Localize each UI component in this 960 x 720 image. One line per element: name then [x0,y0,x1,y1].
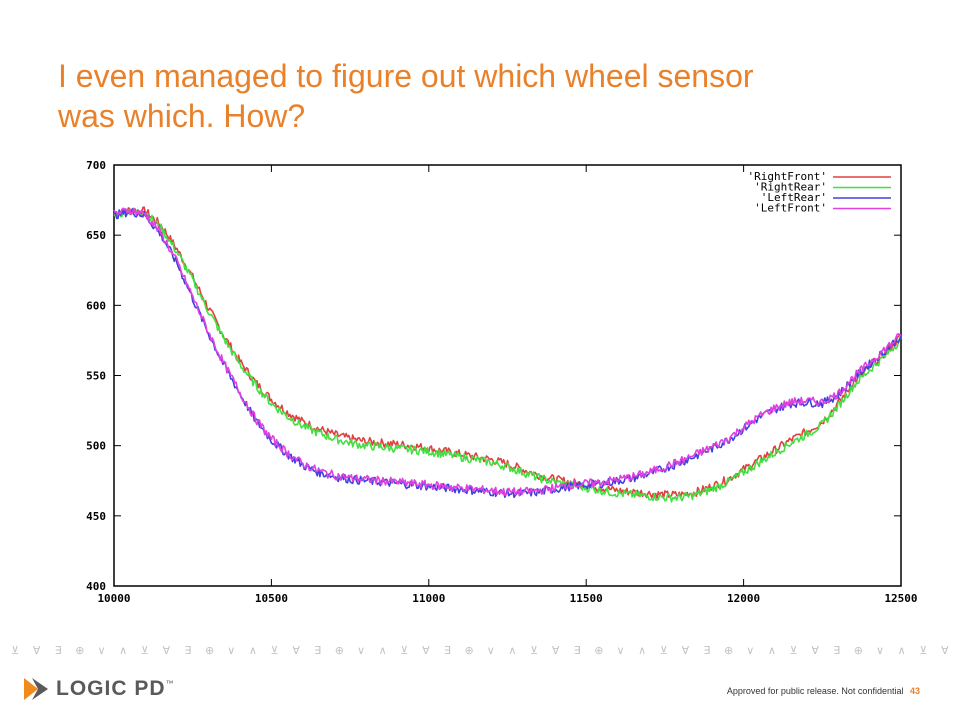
decorative-symbol: ∧ [119,643,128,657]
decorative-symbol: ∧ [508,643,517,657]
decorative-symbol: ∨ [97,643,106,657]
decorative-symbol-row: ⊻ ∀ ∃ ⊕ ∨ ∧ ⊻ ∀ ∃ ⊕ ∨ ∧ ⊻ ∀ ∃ ⊕ ∨ ∧ ⊻ ∀ ∃ ⊕ ∨ ∧ ⊻ ∀ ∃ ⊕ ∨ ∧ ⊻ ∀ ∃ ⊕ ∨ ∧ ⊻ ∀ ∃ ⊕… [8,641,952,659]
decorative-symbol: ⊻ [10,643,20,657]
decorative-symbol: ⊕ [75,643,85,657]
decorative-symbol: ∧ [767,643,776,657]
wheel-sensor-chart: 400 450 500 550 600 650 700 10000 10500 11000 1150… [60,155,940,610]
decorative-symbol: ∀ [941,643,949,657]
decorative-symbol: ∀ [551,643,560,657]
footer-text: Approved for public release. Not confide… [726,686,904,696]
y-tick-label: 450 [86,510,106,523]
decorative-symbol: ⊻ [789,643,798,657]
decorative-symbol: ∧ [897,643,906,657]
decorative-symbol: ∨ [616,643,625,657]
series-line-3 [113,207,902,497]
decorative-symbol: ∃ [314,643,322,657]
decorative-symbol: ∨ [486,643,495,657]
y-tick-label: 600 [86,299,106,312]
decorative-symbol: ∃ [573,643,581,657]
logo-trademark: ™ [165,679,174,688]
y-tick-label: 650 [86,229,106,242]
legend-label: 'LeftRear' [761,191,827,204]
decorative-symbol: ∨ [356,643,366,657]
decorative-symbol: ∧ [248,643,257,657]
x-tick-label: 10500 [255,592,288,605]
decorative-symbol: ∀ [681,643,690,657]
y-tick-label: 400 [86,580,106,593]
legend-label: 'RightFront' [748,170,827,183]
decorative-symbol: ∀ [811,643,819,657]
decorative-symbol: ∃ [703,643,711,657]
decorative-symbol: ⊕ [724,643,734,657]
y-tick-label: 550 [86,370,106,383]
series-line-1 [113,207,902,503]
decorative-symbol: ⊕ [334,643,344,657]
decorative-symbol: ⊻ [529,643,539,657]
logo-text: LOGIC PD [56,677,166,700]
decorative-symbol: ∨ [227,643,236,657]
legend-label: 'RightRear' [754,181,827,194]
decorative-symbol: ⊕ [853,643,863,657]
footer: Approved for public release. Not confide… [727,686,920,696]
slide-title-line-2: was which. How? [58,98,306,134]
y-tick-label: 500 [86,440,106,453]
decorative-symbol: ⊻ [919,643,928,657]
x-tick-label: 10000 [97,592,130,605]
decorative-symbol: ∨ [746,643,755,657]
decorative-symbol: ∧ [378,643,387,657]
decorative-symbol: ∃ [833,643,841,657]
x-tick-label: 11000 [412,592,445,605]
chart-svg: 400 450 500 550 600 650 700 10000 10500 11000 1150… [86,159,917,605]
decorative-symbol: ⊕ [594,643,604,657]
decorative-symbol: ⊻ [140,643,149,657]
decorative-symbol: ∧ [638,643,647,657]
decorative-symbol: ∃ [184,643,192,657]
series-line-2 [113,207,902,499]
decorative-symbol: ⊻ [400,643,409,657]
decorative-symbol: ∀ [422,643,430,657]
page-number: 43 [909,686,920,696]
decorative-symbol: ∀ [32,643,41,657]
decorative-symbol: ⊻ [270,643,279,657]
x-tick-label: 12500 [884,592,917,605]
legend-label: 'LeftFront' [754,202,827,215]
decorative-symbol: ⊕ [205,643,215,657]
y-tick-label: 700 [86,159,106,172]
decorative-symbol: ∃ [444,643,451,657]
logo: LOGIC PD ™ [22,676,174,702]
decorative-symbol: ⊻ [659,643,668,657]
slide-title: I even managed to figure out which wheel… [58,56,918,136]
decorative-symbol: ∨ [875,643,885,657]
decorative-symbol: ∀ [162,643,171,657]
decorative-symbol: ⊕ [464,643,474,657]
decorative-symbol: ∀ [292,643,300,657]
x-tick-label: 12000 [727,592,760,605]
decorative-symbol: ∃ [54,643,62,657]
slide-title-line-1: I even managed to figure out which wheel… [58,58,754,94]
logo-mark-icon [24,678,48,700]
x-tick-label: 11500 [570,592,603,605]
